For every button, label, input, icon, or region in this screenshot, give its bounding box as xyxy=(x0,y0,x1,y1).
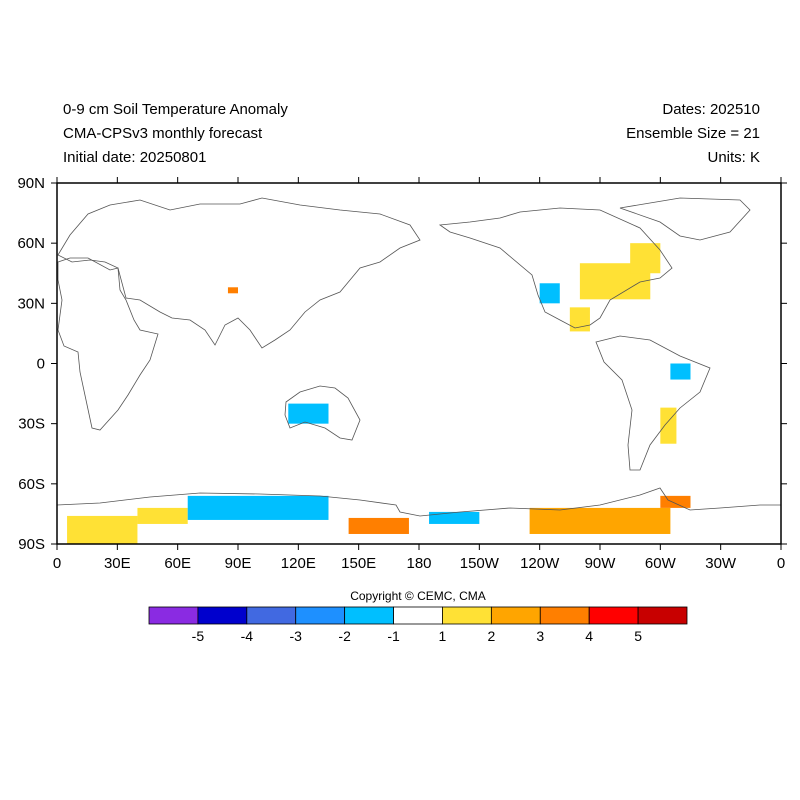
anomaly-field xyxy=(67,243,691,544)
coastlines xyxy=(57,197,781,517)
lon-tick-label: 180 xyxy=(406,555,431,572)
lon-tick-label: 150W xyxy=(460,555,500,572)
lon-tick-label: 60W xyxy=(645,555,677,572)
colorbar-label: 4 xyxy=(585,628,593,644)
units-label: Units: K xyxy=(707,149,760,166)
colorbar-swatch xyxy=(539,606,590,625)
lat-tick-label: 90N xyxy=(17,175,45,192)
anomaly-region xyxy=(529,507,671,534)
lon-tick-label: 90E xyxy=(225,555,252,572)
colorbar-label: 1 xyxy=(439,628,447,644)
anomaly-region xyxy=(569,307,590,332)
lon-tick-label: 30E xyxy=(104,555,131,572)
colorbar-label: -3 xyxy=(290,628,303,644)
anomaly-region xyxy=(539,283,560,304)
lat-tick-label: 30S xyxy=(18,416,45,433)
anomaly-region xyxy=(67,515,138,544)
colorbar-swatch xyxy=(148,606,199,625)
coast-north-america xyxy=(438,207,673,329)
coast-australia xyxy=(284,385,361,441)
forecast-dates: Dates: 202510 xyxy=(662,101,760,118)
lat-tick-label: 60N xyxy=(17,235,45,252)
anomaly-region xyxy=(227,287,238,294)
anomaly-region xyxy=(670,363,691,380)
colorbar-swatch xyxy=(197,606,248,625)
anomaly-region xyxy=(660,495,691,508)
coast-greenland xyxy=(619,197,751,241)
colorbar-label: -5 xyxy=(192,628,205,644)
anomaly-region xyxy=(288,403,329,424)
lon-tick-label: 0 xyxy=(53,555,61,572)
colorbar-label: -4 xyxy=(241,628,254,644)
coast-africa xyxy=(57,257,159,431)
colorbar-swatch xyxy=(442,606,492,625)
ensemble-size: Ensemble Size = 21 xyxy=(626,125,760,142)
lon-tick-label: 0 xyxy=(777,555,785,572)
colorbar-label: 3 xyxy=(536,628,544,644)
anomaly-region xyxy=(137,507,188,524)
lat-tick-label: 60S xyxy=(18,476,45,493)
colorbar: -5 -4 -3 -2 -1 1 2 3 4 5 xyxy=(148,606,688,644)
coast-south-america xyxy=(595,335,711,471)
coast-eurasia xyxy=(57,197,421,349)
colorbar-label: -2 xyxy=(338,628,351,644)
axis-ticks: 90N 60N 30N 0 30S 60S 90S 0 30E 60E 90E 120E 150E 180… xyxy=(17,175,787,572)
colorbar-swatch xyxy=(344,606,394,625)
colorbar-swatch xyxy=(490,606,541,625)
colorbar-swatch xyxy=(295,606,346,625)
lon-tick-label: 90W xyxy=(585,555,617,572)
coast-antarctica xyxy=(57,487,781,517)
colorbar-label: 2 xyxy=(487,628,495,644)
lat-tick-label: 0 xyxy=(37,356,45,373)
anomaly-region xyxy=(348,517,409,534)
lon-tick-label: 60E xyxy=(164,555,191,572)
colorbar-label: 5 xyxy=(634,628,642,644)
lon-tick-label: 120E xyxy=(281,555,316,572)
lon-tick-label: 120W xyxy=(520,555,560,572)
colorbar-swatch xyxy=(588,606,639,625)
map-title: 0-9 cm Soil Temperature Anomaly xyxy=(63,101,288,118)
anomaly-region xyxy=(429,511,480,524)
initial-date: Initial date: 20250801 xyxy=(63,149,207,166)
anomaly-region xyxy=(660,407,677,444)
copyright-text: Copyright © CEMC, CMA xyxy=(350,589,486,603)
lat-tick-label: 90S xyxy=(18,536,45,553)
lon-tick-label: 30W xyxy=(705,555,737,572)
colorbar-swatch xyxy=(637,606,688,625)
model-subtitle: CMA-CPSv3 monthly forecast xyxy=(63,125,263,142)
anomaly-region xyxy=(187,495,329,520)
colorbar-swatch xyxy=(246,606,297,625)
lat-tick-label: 30N xyxy=(17,295,45,312)
anomaly-region xyxy=(630,243,661,274)
lon-tick-label: 150E xyxy=(341,555,376,572)
colorbar-label: -1 xyxy=(387,628,400,644)
colorbar-swatch xyxy=(393,606,443,625)
